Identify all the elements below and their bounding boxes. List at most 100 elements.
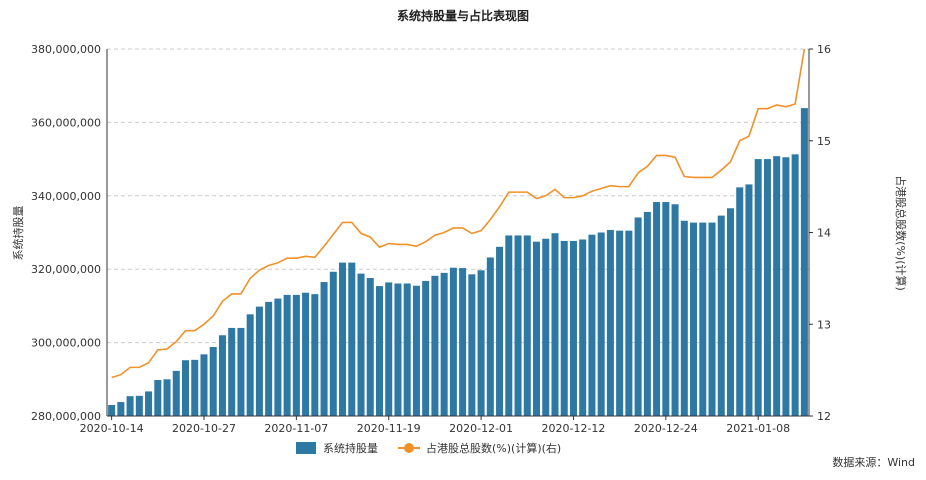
bar [218, 335, 226, 416]
bar [477, 270, 485, 416]
bar [800, 108, 808, 416]
y2-tick-label: 16 [817, 43, 831, 56]
bar [135, 395, 143, 416]
series-line [111, 48, 806, 379]
bar [736, 187, 744, 416]
bar [126, 396, 134, 416]
bar [228, 327, 236, 416]
x-tick-label: 2020-11-07 [264, 422, 328, 435]
x-tick-label: 2021-01-08 [726, 422, 790, 435]
bar [108, 404, 116, 416]
bar [265, 301, 273, 416]
bar [145, 391, 153, 416]
bar [745, 184, 753, 416]
bar [311, 294, 319, 416]
x-tick-label: 2020-12-12 [541, 422, 605, 435]
bar [606, 229, 614, 416]
bar [348, 262, 356, 416]
bar [671, 204, 679, 416]
bar [597, 232, 605, 416]
bar [200, 354, 208, 416]
bar [246, 314, 254, 416]
legend-bar-label: 系统持股量 [323, 441, 378, 455]
bar [634, 217, 642, 416]
bar [699, 222, 707, 416]
bar [209, 347, 217, 416]
bar [339, 262, 347, 416]
y-tick-label: 340,000,000 [31, 190, 101, 203]
bar [320, 282, 328, 416]
bar [690, 222, 698, 416]
bar [653, 202, 661, 416]
bar [172, 370, 180, 416]
x-tick-label: 2020-12-24 [634, 422, 698, 435]
bar [431, 275, 439, 416]
bar [357, 273, 365, 416]
bar [505, 235, 513, 416]
bar [560, 240, 568, 416]
y2-axis-title: 占港股总股数(%)(计算) [894, 175, 908, 291]
bar [449, 267, 457, 416]
y2-tick-label: 12 [817, 410, 831, 423]
y-tick-label: 280,000,000 [31, 410, 101, 423]
bars-layer [108, 108, 808, 417]
bar [468, 274, 476, 416]
bar [163, 379, 171, 416]
bar [255, 306, 263, 416]
bar [237, 327, 245, 416]
bar [773, 156, 781, 416]
y-axis-title: 系统持股量 [11, 206, 25, 261]
bar [708, 222, 716, 416]
bar [643, 211, 651, 416]
bar [366, 278, 374, 416]
legend: 系统持股量 占港股总股数(%)(计算)(右) [296, 441, 561, 455]
bar [791, 154, 799, 417]
legend-bar-swatch [296, 442, 316, 454]
bar [191, 359, 199, 416]
bar [274, 298, 282, 416]
bar [182, 360, 190, 416]
x-tick-label: 2020-10-27 [172, 422, 236, 435]
ticks-layer: 380,000,000 360,000,000 340,000,000 320,000… [31, 43, 831, 435]
line-layer [111, 48, 806, 379]
bar [486, 257, 494, 416]
y-tick-label: 380,000,000 [31, 43, 101, 56]
y2-tick-label: 14 [817, 227, 831, 240]
bar [117, 402, 125, 416]
legend-line-marker [404, 443, 414, 453]
bar [329, 271, 337, 416]
x-tick-label: 2020-10-14 [80, 422, 144, 435]
bar [422, 280, 430, 416]
bar [551, 233, 559, 416]
bar [533, 241, 541, 416]
bar [616, 230, 624, 416]
bar [782, 157, 790, 416]
bar [542, 238, 550, 416]
bar [154, 380, 162, 416]
y2-tick-label: 15 [817, 135, 831, 148]
bar [569, 240, 577, 416]
bar [459, 268, 467, 416]
bar [754, 159, 762, 416]
y-tick-label: 360,000,000 [31, 116, 101, 129]
bar [385, 282, 393, 416]
bar [625, 230, 633, 416]
x-tick-label: 2020-12-01 [449, 422, 513, 435]
bar [514, 235, 522, 416]
bar [579, 239, 587, 416]
bar [440, 272, 448, 416]
bar [375, 286, 383, 416]
bar [283, 294, 291, 416]
y2-tick-label: 13 [817, 318, 831, 331]
bar [292, 294, 300, 416]
bar [717, 215, 725, 416]
x-tick-label: 2020-11-19 [357, 422, 421, 435]
bar [394, 283, 402, 416]
y-tick-label: 320,000,000 [31, 263, 101, 276]
bar [726, 208, 734, 416]
axes-layer [106, 48, 813, 420]
legend-line-label: 占港股总股数(%)(计算)(右) [426, 441, 561, 455]
bar [662, 202, 670, 416]
